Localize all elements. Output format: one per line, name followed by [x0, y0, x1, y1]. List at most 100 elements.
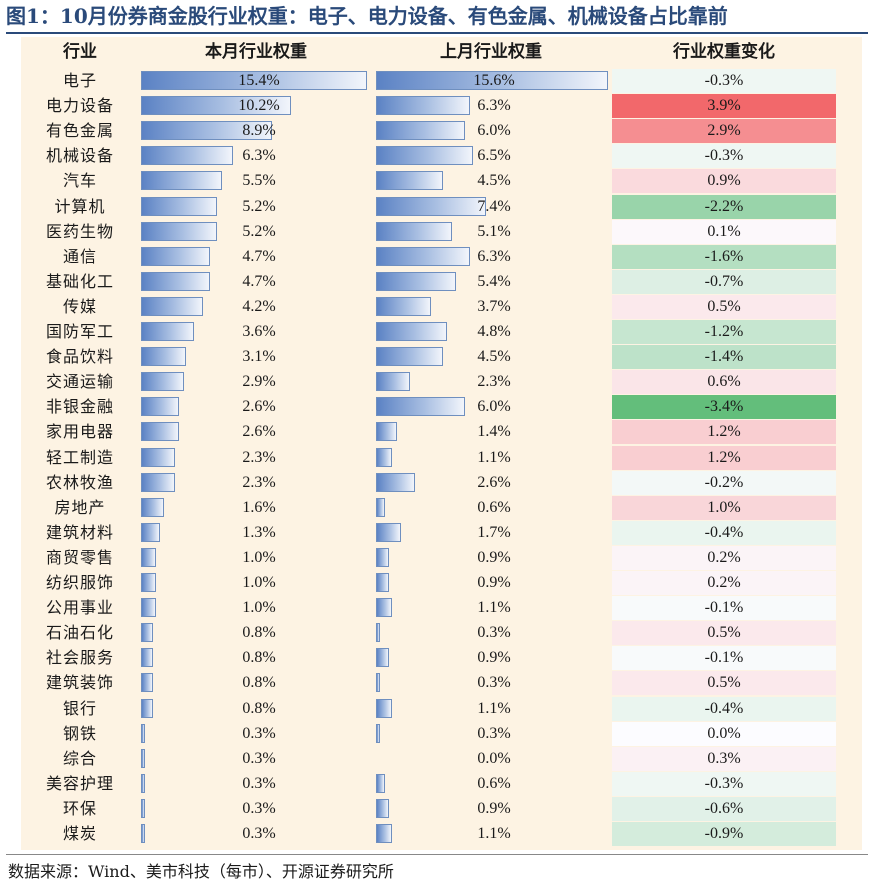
previous-weight-bar — [376, 271, 457, 291]
industry-name: 环保 — [62, 798, 97, 818]
current-weight-bar — [141, 798, 146, 818]
weight-change-cell: 1.2% — [612, 445, 836, 470]
industry-name: 公用事业 — [45, 598, 114, 618]
current-weight-bar — [141, 146, 234, 166]
previous-weight-bar — [376, 698, 393, 718]
table-row: 建筑材料 1.3% 1.7% -0.4% — [21, 520, 862, 545]
current-weight-bar — [141, 673, 153, 693]
current-weight-bar — [141, 246, 210, 266]
industry-name: 纺织服饰 — [45, 573, 114, 592]
table-row: 通信 4.7% 6.3% -1.6% — [21, 244, 862, 269]
table-row: 纺织服饰 1.0% 0.9% 0.2% — [21, 570, 862, 595]
header-industry: 行业 — [63, 42, 97, 62]
current-weight-label: 0.3% — [242, 749, 276, 767]
previous-weight-label: 1.1% — [477, 448, 511, 466]
table-row: 石油石化 0.8% 0.3% 0.5% — [21, 620, 862, 646]
header-current-weight: 本月行业权重 — [205, 42, 307, 62]
current-weight-bar — [141, 623, 153, 643]
weight-change-cell: 0.2% — [612, 571, 836, 595]
previous-weight-label: 7.4% — [477, 197, 511, 215]
table-row: 环保 0.3% 0.9% -0.6% — [21, 796, 862, 821]
previous-weight-bar — [376, 372, 411, 392]
current-weight-bar — [141, 698, 153, 718]
current-weight-label: 10.2% — [238, 97, 280, 115]
industry-name: 计算机 — [54, 196, 106, 216]
current-weight-bar — [141, 96, 291, 116]
current-weight-label: 15.4% — [238, 72, 280, 89]
weight-change-cell: -0.6% — [612, 796, 836, 821]
current-weight-bar — [141, 322, 194, 341]
previous-weight-label: 0.9% — [477, 574, 511, 591]
weight-change-cell: 0.6% — [612, 370, 836, 395]
table-row: 交通运输 2.9% 2.3% 0.6% — [21, 369, 862, 395]
previous-weight-label: 1.4% — [477, 423, 511, 441]
current-weight-label: 1.0% — [242, 574, 276, 591]
table-row: 农林牧渔 2.3% 2.6% -0.2% — [21, 470, 862, 495]
weight-change-cell: -0.3% — [612, 69, 836, 93]
current-weight-bar — [141, 71, 367, 90]
current-weight-label: 0.8% — [242, 699, 276, 717]
title-divider — [6, 32, 868, 34]
previous-weight-bar — [376, 573, 390, 592]
previous-weight-bar — [376, 447, 393, 467]
weight-change-cell: -0.7% — [612, 269, 836, 294]
industry-name: 建筑材料 — [45, 522, 114, 542]
previous-weight-bar — [376, 196, 487, 216]
previous-weight-label: 5.1% — [477, 222, 511, 240]
previous-weight-label: 0.6% — [477, 774, 511, 792]
previous-weight-bar — [376, 824, 393, 843]
previous-weight-label: 0.0% — [477, 749, 511, 767]
industry-name: 交通运输 — [45, 372, 114, 392]
industry-name: 综合 — [62, 748, 97, 768]
current-weight-label: 0.3% — [242, 825, 276, 842]
table-row: 社会服务 0.8% 0.9% -0.1% — [21, 645, 862, 671]
industry-name: 农林牧渔 — [45, 472, 114, 492]
current-weight-bar — [141, 422, 180, 442]
weight-change-cell: 0.3% — [612, 746, 836, 771]
table-row: 电力设备 10.2% 6.3% 3.9% — [21, 93, 862, 119]
weight-change-cell: 0.5% — [612, 294, 836, 319]
industry-name: 轻工制造 — [45, 447, 114, 467]
current-weight-label: 1.3% — [242, 523, 276, 541]
previous-weight-bar — [376, 397, 466, 417]
table-row: 银行 0.8% 1.1% -0.4% — [21, 696, 862, 721]
industry-name: 电力设备 — [45, 96, 114, 116]
industry-name: 钢铁 — [62, 723, 97, 743]
weight-change-cell: -0.4% — [612, 696, 836, 721]
industry-name: 社会服务 — [45, 648, 114, 668]
current-weight-label: 5.5% — [242, 172, 276, 190]
previous-weight-label: 0.9% — [477, 799, 511, 817]
current-weight-label: 0.3% — [242, 774, 276, 792]
table-row: 机械设备 6.3% 6.5% -0.3% — [21, 143, 862, 169]
current-weight-label: 1.0% — [242, 548, 276, 566]
current-weight-bar — [141, 171, 222, 191]
previous-weight-bar — [376, 773, 385, 793]
table-row: 商贸零售 1.0% 0.9% 0.2% — [21, 545, 862, 570]
industry-name: 国防军工 — [45, 322, 114, 341]
previous-weight-label: 5.4% — [477, 272, 511, 290]
previous-weight-bar — [376, 246, 470, 266]
previous-weight-bar — [376, 673, 381, 693]
table-row: 非银金融 2.6% 6.0% -3.4% — [21, 394, 862, 420]
current-weight-bar — [141, 372, 184, 392]
industry-name: 机械设备 — [45, 146, 114, 166]
weight-change-cell: -0.1% — [612, 596, 836, 621]
weight-change-cell: -1.6% — [612, 244, 836, 269]
previous-weight-label: 3.7% — [477, 297, 511, 315]
previous-weight-label: 0.3% — [477, 724, 511, 742]
previous-weight-bar — [376, 221, 452, 241]
previous-weight-bar — [376, 121, 466, 141]
industry-name: 基础化工 — [45, 271, 114, 291]
table-row: 家用电器 2.6% 1.4% 1.2% — [21, 419, 862, 445]
weight-change-cell: -0.1% — [612, 646, 836, 671]
current-weight-bar — [141, 347, 187, 367]
current-weight-label: 3.6% — [242, 323, 276, 340]
previous-weight-label: 2.6% — [477, 473, 511, 491]
weight-change-cell: -0.3% — [612, 771, 836, 796]
current-weight-label: 1.6% — [242, 498, 276, 516]
industry-name: 电子 — [62, 71, 97, 90]
current-weight-bar — [141, 723, 146, 743]
header-previous-weight: 上月行业权重 — [440, 42, 542, 62]
current-weight-bar — [141, 598, 156, 618]
current-weight-bar — [141, 196, 218, 216]
